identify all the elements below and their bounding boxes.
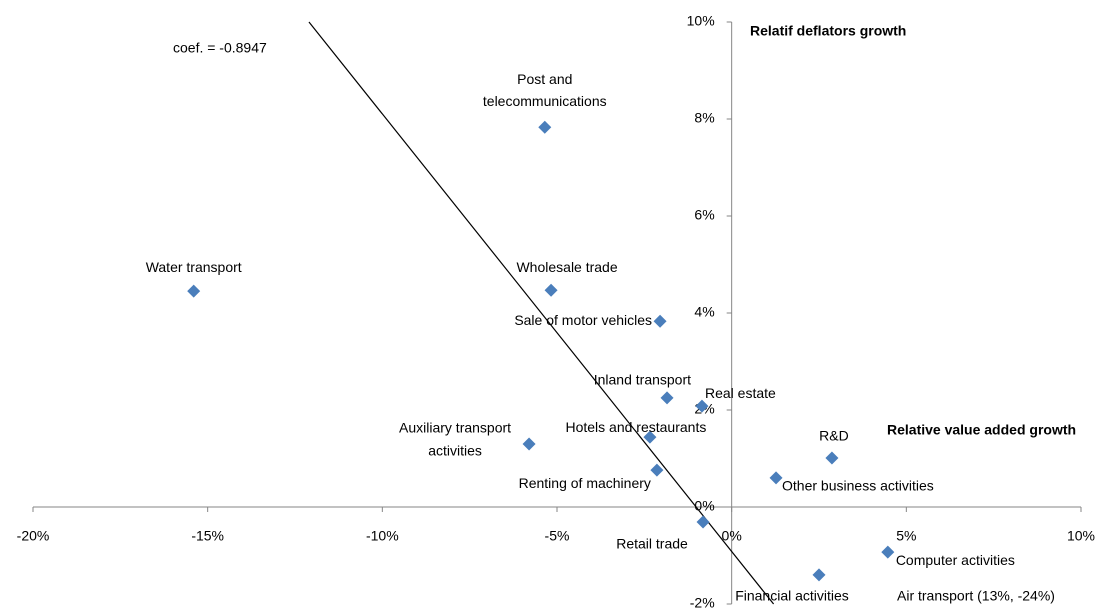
y-tick-label: 8% (694, 110, 714, 126)
data-point (187, 284, 201, 298)
data-point (643, 430, 657, 444)
note: Air transport (13%, -24%) (897, 588, 1055, 604)
data-point (660, 391, 674, 405)
point-label: Post and (517, 71, 572, 87)
point-label: Computer activities (896, 552, 1015, 568)
point-label: activities (428, 443, 482, 459)
point-label: Retail trade (616, 536, 688, 552)
y-tick-label: 10% (687, 13, 715, 29)
x-axis-title: Relative value added growth (887, 422, 1076, 438)
point-label: Wholesale trade (516, 259, 617, 275)
data-point (544, 283, 558, 297)
data-point (812, 568, 826, 582)
data-point (522, 437, 536, 451)
data-point (653, 314, 667, 328)
point-label: Real estate (705, 385, 776, 401)
x-tick-label: 5% (896, 528, 916, 544)
point-label: Auxiliary transport (399, 420, 511, 436)
y-tick-label: 0% (694, 498, 714, 514)
annotation: coef. = -0.8947 (173, 40, 267, 56)
data-point (650, 463, 664, 477)
data-point (825, 451, 839, 465)
x-tick-label: -5% (545, 528, 570, 544)
x-tick-label: -15% (191, 528, 224, 544)
x-tick-label: 10% (1067, 528, 1095, 544)
point-label: Renting of machinery (519, 475, 651, 491)
point-label: Other business activities (782, 478, 934, 494)
point-label: Sale of motor vehicles (514, 312, 652, 328)
x-tick-label: -20% (17, 528, 50, 544)
point-label: Inland transport (594, 372, 691, 388)
data-point (769, 471, 783, 485)
y-tick-label: 6% (694, 207, 714, 223)
data-point (881, 545, 895, 559)
trend-line (308, 21, 775, 605)
point-label: Hotels and restaurants (565, 419, 706, 435)
y-axis-title: Relatif deflators growth (750, 23, 906, 39)
data-point (696, 515, 710, 529)
point-label: Financial activities (735, 588, 849, 604)
x-tick-label: -10% (366, 528, 399, 544)
x-tick-label: 0% (722, 528, 742, 544)
point-label: R&D (819, 428, 849, 444)
y-tick-label: 4% (694, 304, 714, 320)
data-point (695, 399, 709, 413)
point-label: Water transport (146, 259, 242, 275)
point-label: telecommunications (483, 93, 607, 109)
y-tick-label: -2% (690, 595, 715, 611)
data-point (538, 120, 552, 134)
